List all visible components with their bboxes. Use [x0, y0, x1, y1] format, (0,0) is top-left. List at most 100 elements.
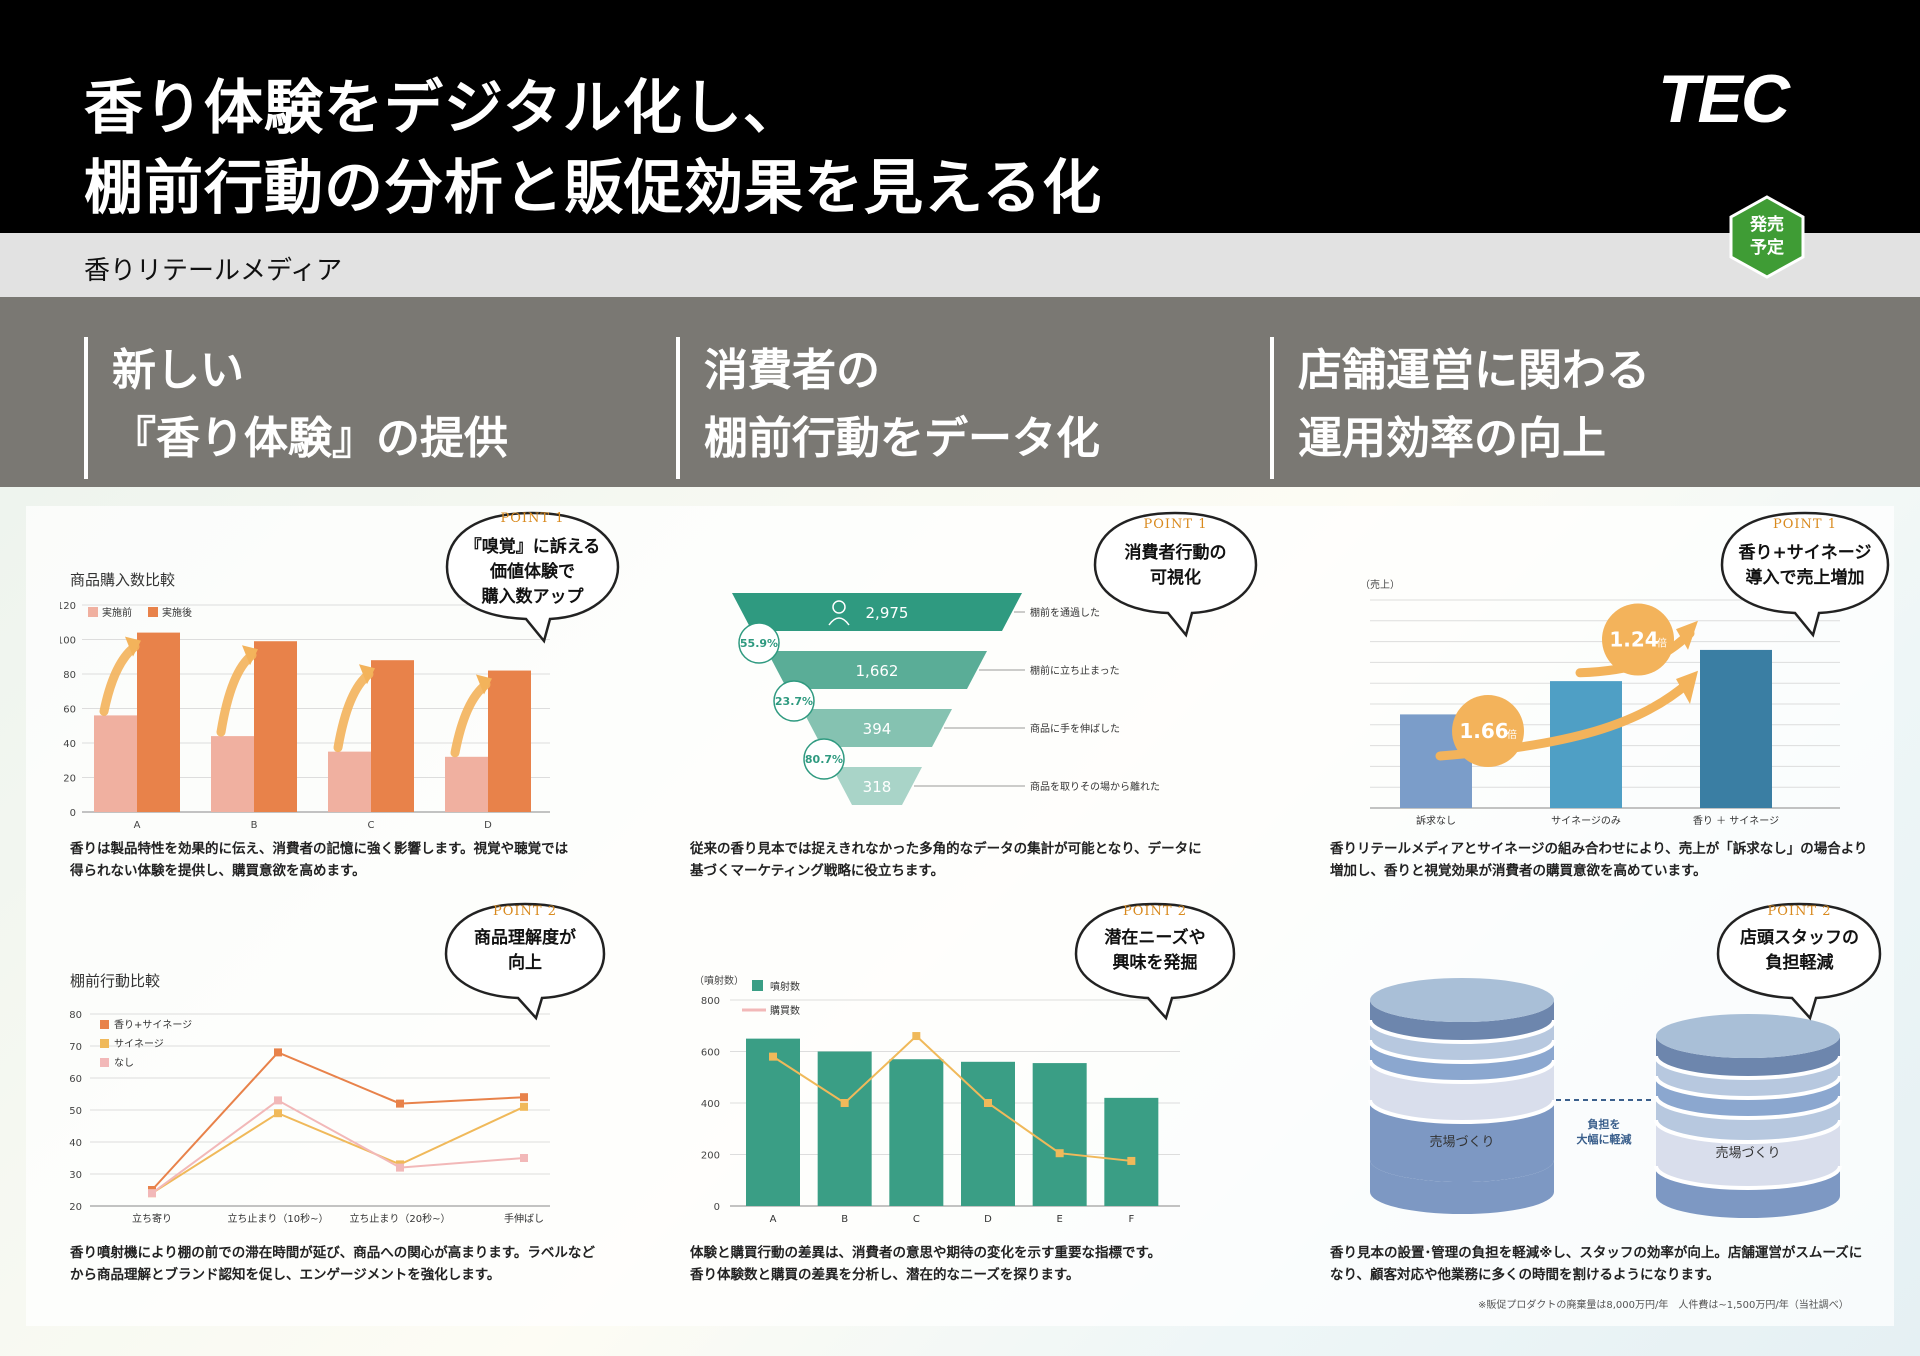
caption-line: なり、顧客対応や他業務に多くの時間を割けるようになります。 — [1330, 1267, 1720, 1283]
y-tick-label: 80 — [63, 670, 76, 681]
pillar-band: 新しい『香り体験』の提供 消費者の棚前行動をデータ化 店舗運営に関わる 運用効率の… — [0, 297, 1920, 487]
arrow-head — [359, 664, 375, 685]
legend-label: なし — [114, 1057, 134, 1069]
bubble-line: 負担軽減 — [1765, 953, 1834, 973]
data-point — [148, 1189, 156, 1198]
x-tick-label: B — [841, 1214, 848, 1225]
pillar-2: 消費者の棚前行動をデータ化 — [676, 337, 1100, 479]
bar-before — [211, 736, 254, 812]
y-tick-label: 20 — [63, 774, 76, 785]
growth-arrow — [216, 650, 257, 737]
header-bar — [0, 0, 1920, 233]
bubble-line: 香り+サイネージ — [1738, 543, 1872, 563]
speech-bubble-icon — [1074, 902, 1236, 1021]
y-tick-label: 20 — [69, 1202, 82, 1213]
pillar-1-line-2: 『香り体験』の提供 — [112, 413, 508, 464]
data-point — [520, 1093, 528, 1102]
data-point — [396, 1163, 404, 1172]
caption-line: 従来の香り見本では捉えきれなかった多角的なデータの集計が可能となり、データに — [690, 841, 1202, 857]
bar-before — [328, 751, 371, 812]
speech-bubble-icon — [1093, 511, 1258, 638]
caption-p6: 香り見本の設置･管理の負担を軽減※し、スタッフの効率が向上。店舗運営がスムーズに… — [1330, 1242, 1862, 1286]
bubble-line: 潜在ニーズや — [1104, 928, 1206, 948]
spray-bar — [889, 1059, 944, 1206]
data-point — [840, 1099, 849, 1107]
bubble-line: 可視化 — [1150, 568, 1201, 588]
behavior-chart: 20 30 40 50 60 70 80 立ち寄り 立ち止まり（10秒~） 立ち止まり（20秒~）… — [69, 1010, 550, 1225]
y-tick-label: 50 — [69, 1106, 82, 1117]
spray-bar — [746, 1038, 800, 1206]
caption-line: から商品理解とブランド認知を促し、エンゲージメントを強化します。 — [70, 1267, 501, 1283]
x-tick-label: C — [368, 820, 375, 830]
bubble-p2: POINT 1 消費者行動の 可視化 — [1088, 505, 1263, 638]
y-tick-label: 40 — [63, 739, 76, 750]
caption-line: 香り体験数と購買の差異を分析し、潜在的なニーズを探ります。 — [690, 1267, 1080, 1283]
x-tick-label: 手伸ばし — [504, 1212, 544, 1225]
footnote: ※販促プロダクトの廃棄量は8,000万円/年 人件費は~1,500万円/年（当社… — [1478, 1300, 1849, 1311]
y-tick-label: 70 — [69, 1042, 82, 1053]
funnel-value: 2,975 — [866, 604, 909, 622]
bar-after — [254, 641, 297, 812]
x-tick-label: A — [770, 1214, 777, 1225]
legend-label: 実施後 — [162, 606, 192, 619]
sales-bar — [1700, 649, 1772, 808]
rate-circle — [738, 622, 780, 664]
legend-swatch — [100, 1039, 109, 1048]
data-point — [396, 1099, 404, 1108]
bubble-p3: POINT 1 香り+サイネージ 導入で売上増加 — [1715, 505, 1895, 638]
y-tick-label: 100 — [60, 636, 76, 647]
y-tick-label: 800 — [701, 996, 720, 1007]
y-tick-label: 30 — [69, 1170, 82, 1181]
caption-line: 香りは製品特性を効果的に伝え、消費者の記憶に強く影響します。視覚や聴覚では — [70, 841, 569, 857]
caption-p3: 香りリテールメディアとサイネージの組み合わせにより、売上が「訴求なし」の場合より… — [1330, 838, 1867, 882]
x-tick-label: A — [134, 820, 141, 830]
ratio-unit: 倍 — [1507, 728, 1517, 741]
data-point — [984, 1099, 992, 1107]
caption-line: 得られない体験を提供し、購買意欲を高めます。 — [70, 863, 366, 879]
y-tick-label: 60 — [69, 1074, 82, 1085]
bubble-text: 香り+サイネージ 導入で売上増加 — [1715, 541, 1895, 591]
person-icon — [832, 600, 846, 614]
rate-label: 23.7% — [775, 695, 813, 708]
caption-p2: 従来の香り見本では捉えきれなかった多角的なデータの集計が可能となり、データに 基づ… — [690, 838, 1202, 882]
spray-bar — [817, 1051, 872, 1206]
ratio-badge — [1452, 695, 1524, 768]
arrow-label-2: 大幅に軽減 — [1577, 1132, 1632, 1146]
behavior-chart-title: 棚前行動比較 — [70, 972, 161, 990]
caption-line: 体験と購買行動の差異は、消費者の意思や期待の変化を示す重要な指標です。 — [690, 1245, 1162, 1261]
legend-swatch — [88, 607, 98, 617]
rate-label: 55.9% — [740, 637, 778, 650]
caption-p4: 香り噴射機により棚の前での滞在時間が延び、商品への関心が高まります。ラベルなどか… — [70, 1242, 595, 1286]
pillar-3-line-1: 店舗運営に関わる — [1298, 345, 1650, 396]
arrow-head — [1676, 670, 1698, 704]
ratio-value: 1.66 — [1459, 719, 1508, 743]
data-point — [274, 1048, 282, 1057]
arrow-head — [1676, 620, 1698, 650]
bubble-line: 価値体験で — [490, 562, 575, 582]
purchase-line — [772, 1034, 1132, 1162]
bubble-line: 店頭スタッフの — [1740, 928, 1859, 948]
bar-before — [445, 756, 488, 812]
cylinder-left: 売場づくり — [1368, 978, 1556, 1214]
funnel-value: 394 — [863, 720, 892, 738]
pillar-2-line-2: 棚前行動をデータ化 — [704, 413, 1100, 464]
data-point — [1055, 1149, 1064, 1158]
bubble-line: 購入数アップ — [481, 587, 584, 607]
x-tick-label: サイネージのみ — [1551, 815, 1621, 827]
pillar-2-line-1: 消費者の — [704, 345, 880, 396]
ratio-value: 1.24 — [1609, 628, 1658, 652]
legend-label: 香り+サイネージ — [114, 1019, 192, 1031]
legend-label: 噴射数 — [770, 980, 800, 993]
bubble-text: 潜在ニーズや 興味を発掘 — [1070, 926, 1240, 976]
x-tick-label: 立ち寄り — [132, 1212, 172, 1225]
caption-p5: 体験と購買行動の差異は、消費者の意思や期待の変化を示す重要な指標です。 香り体験数… — [690, 1242, 1161, 1286]
point-label: POINT 2 — [1767, 904, 1832, 919]
growth-arrow — [99, 642, 140, 716]
content-card — [26, 506, 1894, 1326]
caption-line: 香り噴射機により棚の前での滞在時間が延び、商品への関心が高まります。ラベルなど — [70, 1245, 595, 1261]
pillar-3: 店舗運営に関わる 運用効率の向上 — [1270, 337, 1650, 479]
bubble-line: 消費者行動の — [1124, 543, 1227, 563]
x-tick-label: 立ち止まり（20秒~） — [349, 1212, 450, 1225]
pillar-1-line-1: 新しい — [112, 345, 244, 396]
data-point — [1127, 1156, 1136, 1165]
